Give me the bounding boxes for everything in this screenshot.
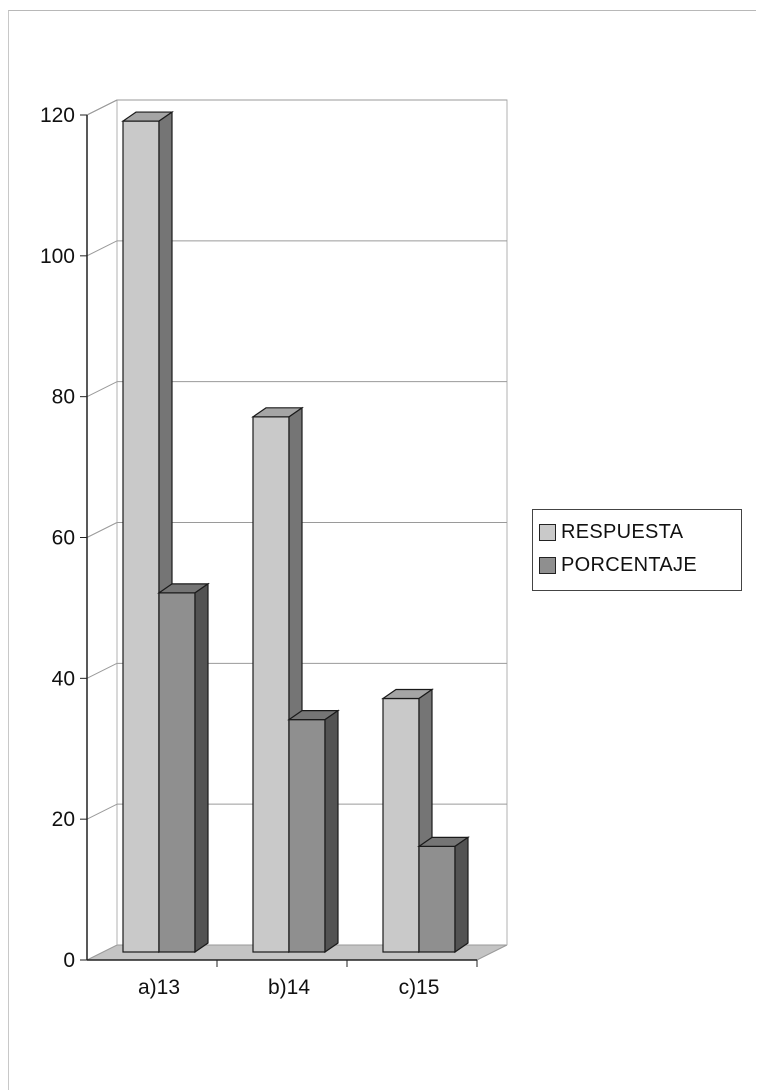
tick-label: 0 xyxy=(63,949,75,972)
category-axis-labels: a)13 b)14 c)15 xyxy=(138,960,478,999)
legend-swatch-respuesta xyxy=(539,524,556,541)
gridline-side xyxy=(86,662,118,679)
bar-side xyxy=(194,582,209,954)
bars xyxy=(121,110,470,954)
bar-front xyxy=(252,416,290,953)
legend-label-respuesta: RESPUESTA xyxy=(561,521,684,543)
value-axis-ticks: 0 20 40 60 80 100 120 xyxy=(40,104,87,972)
tick-label: 120 xyxy=(40,104,75,127)
tick-label: 80 xyxy=(52,386,75,409)
gridline-side xyxy=(86,803,118,820)
bar xyxy=(417,836,470,954)
bar-front xyxy=(382,697,420,953)
gridline-side xyxy=(86,522,118,538)
bar-front xyxy=(122,120,160,953)
legend-item-respuesta: RESPUESTA xyxy=(539,516,741,549)
bar xyxy=(287,709,340,954)
category-label: a)13 xyxy=(138,976,180,999)
tick-label: 100 xyxy=(40,245,75,268)
bar-side xyxy=(324,709,339,954)
bar-front xyxy=(288,719,326,953)
legend-item-porcentaje: PORCENTAJE xyxy=(539,549,741,582)
bar-front xyxy=(418,845,456,953)
tick-label: 60 xyxy=(52,527,75,550)
gridline-side xyxy=(86,99,118,116)
legend: RESPUESTA PORCENTAJE xyxy=(532,509,742,591)
legend-swatch-porcentaje xyxy=(539,557,556,574)
tick-label: 40 xyxy=(52,667,75,690)
gridline-side xyxy=(86,381,118,398)
bar-front xyxy=(158,592,196,953)
tick-label: 20 xyxy=(52,808,75,831)
category-label: c)15 xyxy=(399,976,440,999)
category-label: b)14 xyxy=(268,976,310,999)
bar-side xyxy=(454,836,469,954)
bar xyxy=(157,582,210,954)
chart-frame xyxy=(8,10,756,1090)
gridline-side xyxy=(86,240,118,257)
legend-label-porcentaje: PORCENTAJE xyxy=(561,554,697,576)
